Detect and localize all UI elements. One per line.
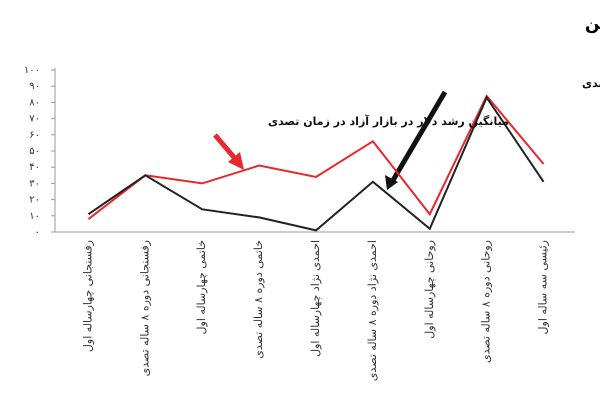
- annotation: میانگین رشد دلار در بازار آزاد در زمان ت…: [268, 114, 509, 128]
- annotation: میانگین رشد قیمت یک مترمربع مسکن در زمان…: [582, 77, 600, 90]
- x-tick-label: روحانی چهارساله اول: [423, 240, 436, 339]
- y-tick-label: ۱۰۰: [24, 65, 40, 76]
- annotation-arrow: [389, 90, 448, 184]
- y-tick-label: ۵۰: [29, 146, 40, 157]
- series-line: [87, 95, 545, 232]
- x-tick-label: احمدی نژاد چهارساله اول: [309, 240, 322, 357]
- x-tick-label: رفسنجانی دوره ۸ ساله تصدی: [138, 240, 151, 376]
- x-tick-label: خاتمی چهارساله اول: [195, 240, 208, 334]
- y-tick-label: ۳۰: [29, 178, 40, 189]
- y-tick-label: ۱۰: [29, 211, 40, 222]
- annotation-arrowhead: [228, 152, 244, 170]
- y-tick-label: ۲۰: [29, 195, 40, 206]
- x-tick-label: رئیسی سه ساله اول: [537, 240, 550, 334]
- x-tick-label: روحانی دوره ۸ ساله تصدی: [480, 240, 493, 363]
- y-tick-label: ۴۰: [29, 162, 40, 173]
- annotation-arrowhead: [385, 175, 398, 190]
- y-tick-label: ۰: [35, 227, 40, 238]
- chart-title: نمودار۱ -مقایسه نرخ قیمت دلار در بازار آ…: [585, 12, 600, 34]
- series-line: [87, 94, 545, 220]
- x-tick-label: رفسنجانی چهارساله اول: [81, 240, 94, 352]
- y-tick-label: ۶۰: [29, 130, 40, 141]
- y-tick-label: ۷۰: [29, 114, 40, 125]
- y-tick-label: ۸۰: [29, 97, 40, 108]
- x-tick-label: احمدی نژاد دوره ۸ ساله تصدی: [366, 240, 379, 381]
- y-tick-label: ۹۰: [29, 81, 40, 92]
- x-tick-label: خاتمی دوره ۸ ساله تصدی: [252, 240, 265, 359]
